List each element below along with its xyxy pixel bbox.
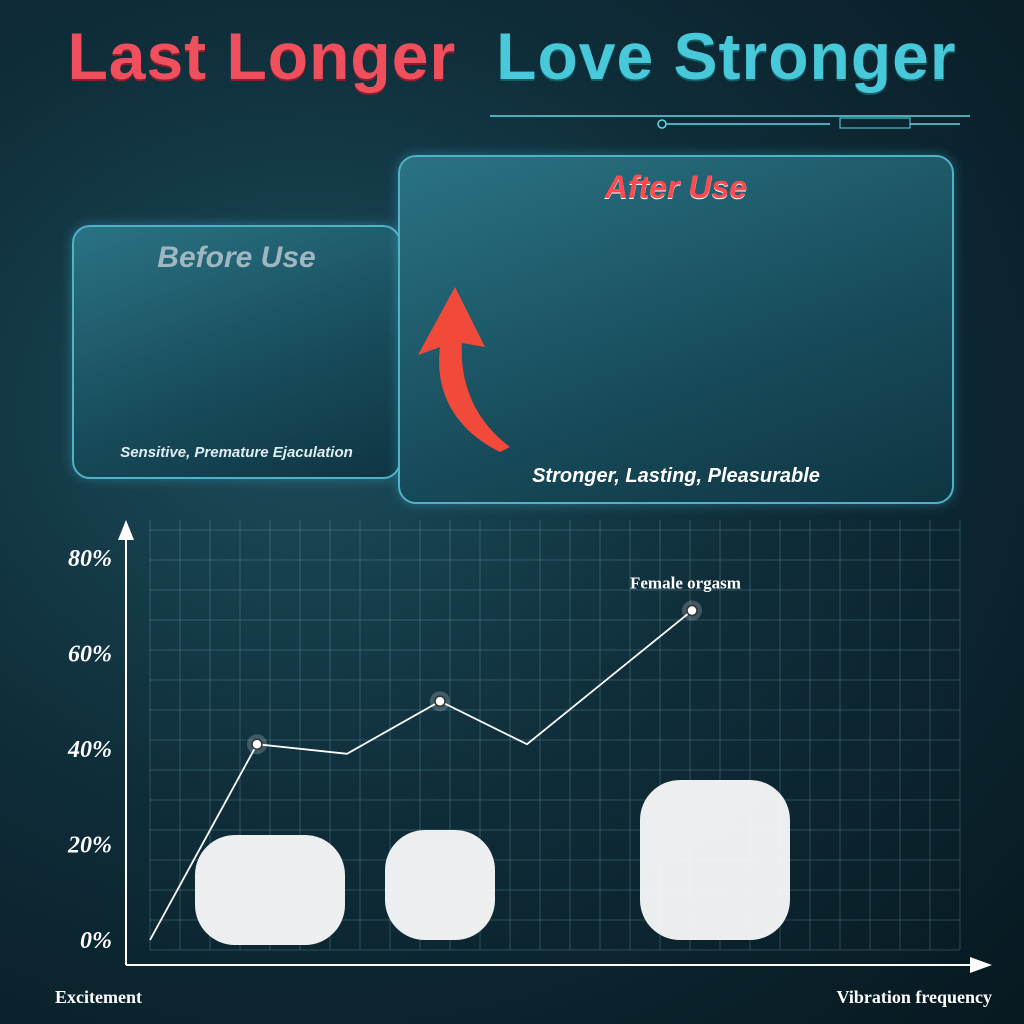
headline-part2: Love Stronger [496, 19, 957, 93]
before-use-panel: Before Use Sensitive, Premature Ejaculat… [72, 225, 401, 479]
data-point [434, 695, 446, 707]
decorative-circuit-line [490, 115, 970, 129]
product-size-silhouette [640, 780, 790, 940]
y-tick-label: 60% [68, 642, 112, 668]
x-axis-arrow-icon [970, 957, 992, 973]
red-up-arrow-icon [418, 287, 510, 452]
y-tick-label: 0% [80, 928, 112, 954]
y-tick-label: 40% [67, 737, 112, 763]
annotation-label: Female orgasm [630, 574, 741, 593]
y-tick-label: 80% [68, 546, 112, 572]
product-size-silhouette [385, 830, 495, 940]
excitement-chart: 0% 20% 40% 60% 80% Female orgasm Excitement Vib… [55, 520, 993, 1007]
headline: Last Longer Love Stronger [0, 18, 1024, 94]
data-point [686, 604, 698, 617]
before-use-heading: Before Use [157, 241, 316, 274]
product-size-silhouette [195, 835, 345, 945]
after-use-caption: Stronger, Lasting, Pleasurable [532, 465, 820, 487]
data-point [251, 738, 263, 750]
before-use-caption: Sensitive, Premature Ejaculation [120, 444, 353, 461]
after-use-heading: After Use [604, 169, 748, 205]
after-use-panel: After Use Stronger, Lasting, Pleasurable [398, 155, 954, 504]
series-line [149, 609, 693, 941]
y-tick-label: 20% [67, 833, 112, 859]
x-axis-label: Vibration frequency [837, 987, 993, 1007]
y-axis-label: Excitement [55, 987, 142, 1007]
headline-part1: Last Longer [67, 19, 457, 93]
y-axis-arrow-icon [118, 520, 134, 540]
